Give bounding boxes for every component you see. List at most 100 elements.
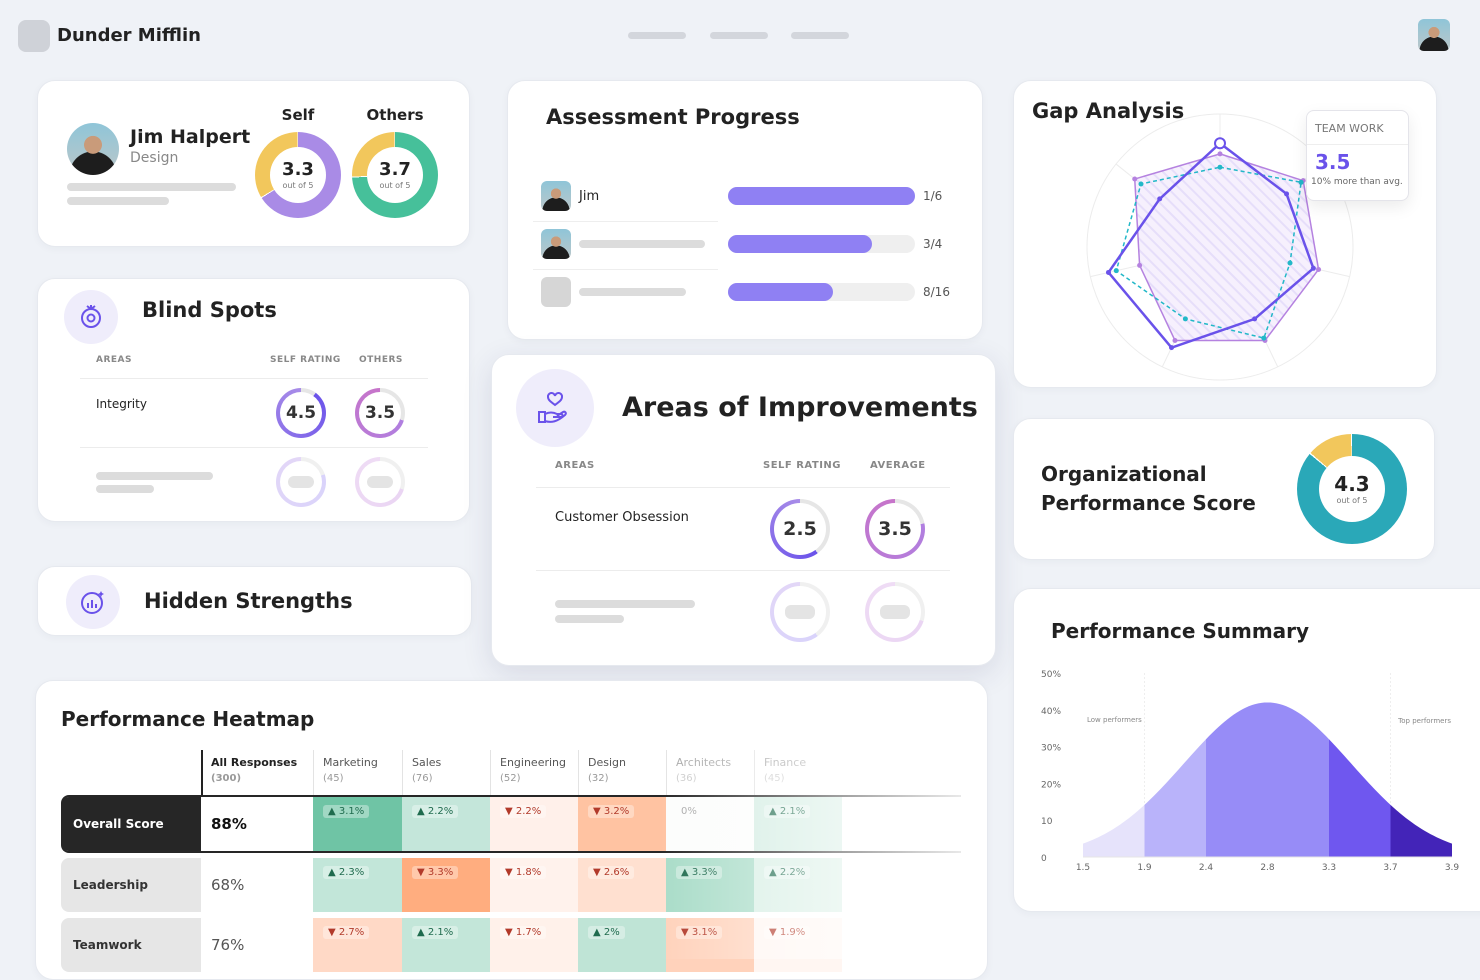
radar-point[interactable]	[1172, 337, 1178, 343]
participant-avatar	[541, 229, 571, 259]
radar-point[interactable]	[1182, 316, 1188, 322]
y-tick-label: 0	[1041, 854, 1047, 864]
radar-point[interactable]	[1310, 265, 1316, 271]
heatmap-cell[interactable]: ▼ 3.3%	[402, 858, 490, 912]
radar-point[interactable]	[1105, 269, 1111, 275]
radar-point[interactable]	[1261, 335, 1267, 341]
heart-hand-icon	[516, 369, 594, 447]
change-badge: ▼ 3.3%	[412, 866, 459, 879]
column-header[interactable]: Finance (45)	[764, 756, 806, 784]
heatmap-cell[interactable]: ▲ 3.3%	[666, 858, 754, 912]
self-rating-value: 2.5	[774, 503, 826, 555]
heatmap-cell[interactable]: ▼ 2.7%	[313, 918, 402, 972]
column-header[interactable]: All Responses (300)	[211, 756, 297, 784]
heatmap-cell[interactable]: ▼ 1.7%	[490, 918, 578, 972]
radar-point[interactable]	[1157, 196, 1163, 202]
progress-fill	[728, 187, 915, 205]
heatmap-cell[interactable]: ▼ 2.2%	[490, 797, 578, 851]
improvements-title: Areas of Improvements	[622, 392, 978, 423]
col-header-areas: AREAS	[555, 460, 595, 471]
radar-series-self[interactable]	[1106, 141, 1315, 350]
annotation-low-performers: Low performers	[1087, 716, 1142, 724]
distribution-chart: 0 10 20% 30% 40% 50% 1.5 1.9 2.4 2.8 3.3 3.7 3.9 Low …	[1041, 670, 1459, 873]
column-name: Finance	[764, 756, 807, 769]
divider	[578, 750, 579, 795]
radar-chart[interactable]	[1013, 80, 1437, 388]
placeholder-gauge	[865, 582, 925, 642]
heatmap-cell[interactable]: 0%	[666, 797, 754, 851]
col-header-average: AVERAGE	[870, 460, 926, 471]
column-count: (300)	[211, 773, 242, 784]
heatmap-cell[interactable]: ▼ 3.2%	[578, 797, 666, 851]
row-label[interactable]: Leadership	[61, 858, 201, 912]
change-value: 2.2%	[427, 806, 454, 817]
heatmap-cell[interactable]: ▲ 2%	[578, 918, 666, 972]
progress-count: 1/6	[923, 189, 943, 203]
radar-point[interactable]	[1169, 345, 1175, 351]
radar-point[interactable]	[1214, 137, 1226, 150]
radar-point[interactable]	[1217, 151, 1223, 157]
distribution-band	[1083, 804, 1145, 857]
participant-avatar	[541, 277, 571, 307]
column-header[interactable]: Engineering (52)	[500, 756, 566, 784]
row-overall-percent: 68%	[201, 858, 313, 912]
heatmap-cell[interactable]: ▲ 2.1%	[402, 918, 490, 972]
change-badge: 0%	[676, 805, 702, 818]
others-rating-gauge: 3.5	[355, 388, 405, 438]
row-overall-percent: 88%	[201, 797, 313, 851]
change-value: 1.8%	[515, 867, 542, 878]
heatmap-cell[interactable]: ▼ 1.9%	[754, 918, 842, 972]
nav-item[interactable]	[628, 32, 686, 39]
heatmap-cell[interactable]: ▲ 3.1%	[313, 797, 402, 851]
progress-fill	[728, 283, 833, 301]
others-score: 3.7	[379, 158, 411, 180]
change-value: 3.2%	[603, 806, 630, 817]
brand-name[interactable]: Dunder Mifflin	[57, 25, 201, 46]
row-label[interactable]: Teamwork	[61, 918, 201, 972]
radar-point[interactable]	[1132, 176, 1138, 182]
nav-item[interactable]	[710, 32, 768, 39]
radar-point[interactable]	[1113, 268, 1119, 274]
change-value: 2.3%	[338, 867, 365, 878]
brand-logo[interactable]	[18, 20, 50, 52]
area-name: Integrity	[96, 397, 147, 411]
nav-item[interactable]	[791, 32, 849, 39]
heatmap-cell[interactable]: ▼ 3.1%	[666, 918, 754, 972]
radar-point[interactable]	[1284, 191, 1290, 197]
org-score: 4.3	[1334, 471, 1370, 496]
column-header[interactable]: Marketing (45)	[323, 756, 378, 784]
placeholder-line	[67, 197, 169, 205]
column-header[interactable]: Architects (36)	[676, 756, 731, 784]
radar-series-others[interactable]	[1133, 153, 1320, 342]
column-header[interactable]: Design (32)	[588, 756, 626, 784]
change-badge: ▲ 2.3%	[323, 866, 370, 879]
user-avatar[interactable]	[1418, 19, 1450, 51]
column-header[interactable]: Sales (76)	[412, 756, 441, 784]
radar-point[interactable]	[1137, 262, 1143, 268]
divider	[80, 378, 428, 379]
others-score-donut: 3.7 out of 5	[352, 132, 438, 218]
change-value: 2.7%	[338, 927, 365, 938]
heatmap-cell[interactable]: ▲ 2.1%	[754, 797, 842, 851]
change-badge: ▼ 2.6%	[588, 866, 635, 879]
heatmap-cell[interactable]: ▲ 2.2%	[754, 858, 842, 912]
divider	[536, 570, 950, 571]
row-label[interactable]: Overall Score	[61, 797, 201, 851]
self-rating-value: 4.5	[280, 392, 322, 434]
col-header-self-rating: SELF RATING	[763, 460, 841, 471]
radar-point[interactable]	[1138, 181, 1144, 187]
radar-point[interactable]	[1287, 260, 1293, 266]
radar-point[interactable]	[1217, 164, 1223, 170]
heatmap-cell[interactable]: ▲ 2.2%	[402, 797, 490, 851]
heatmap-cell[interactable]: ▼ 2.6%	[578, 858, 666, 912]
radar-point[interactable]	[1298, 179, 1304, 185]
change-value: 2.2%	[515, 806, 542, 817]
radar-point[interactable]	[1252, 316, 1258, 322]
assessment-title: Assessment Progress	[546, 105, 800, 129]
heatmap-cell[interactable]: ▲ 2.3%	[313, 858, 402, 912]
org-score-sub: out of 5	[1336, 495, 1368, 505]
heatmap-cell[interactable]: ▼ 1.8%	[490, 858, 578, 912]
radar-point[interactable]	[1316, 266, 1322, 272]
annotation-top-performers: Top performers	[1397, 717, 1451, 725]
tooltip-label: TEAM WORK	[1307, 111, 1408, 145]
